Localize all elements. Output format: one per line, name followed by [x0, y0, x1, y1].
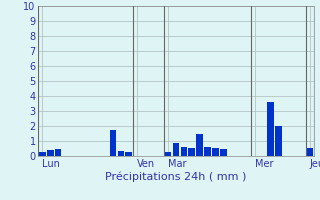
Bar [196, 134, 203, 156]
Bar [47, 150, 53, 156]
Bar [267, 102, 274, 156]
Bar [212, 148, 219, 156]
X-axis label: Précipitations 24h ( mm ): Précipitations 24h ( mm ) [105, 172, 247, 182]
Bar [39, 152, 46, 156]
Bar [306, 148, 313, 156]
Bar [110, 130, 116, 156]
Bar [275, 126, 282, 156]
Bar [204, 147, 211, 156]
Bar [220, 149, 227, 156]
Bar [165, 152, 172, 156]
Bar [173, 143, 179, 156]
Bar [118, 151, 124, 156]
Bar [188, 148, 195, 156]
Bar [55, 149, 61, 156]
Bar [180, 147, 187, 156]
Bar [125, 152, 132, 156]
